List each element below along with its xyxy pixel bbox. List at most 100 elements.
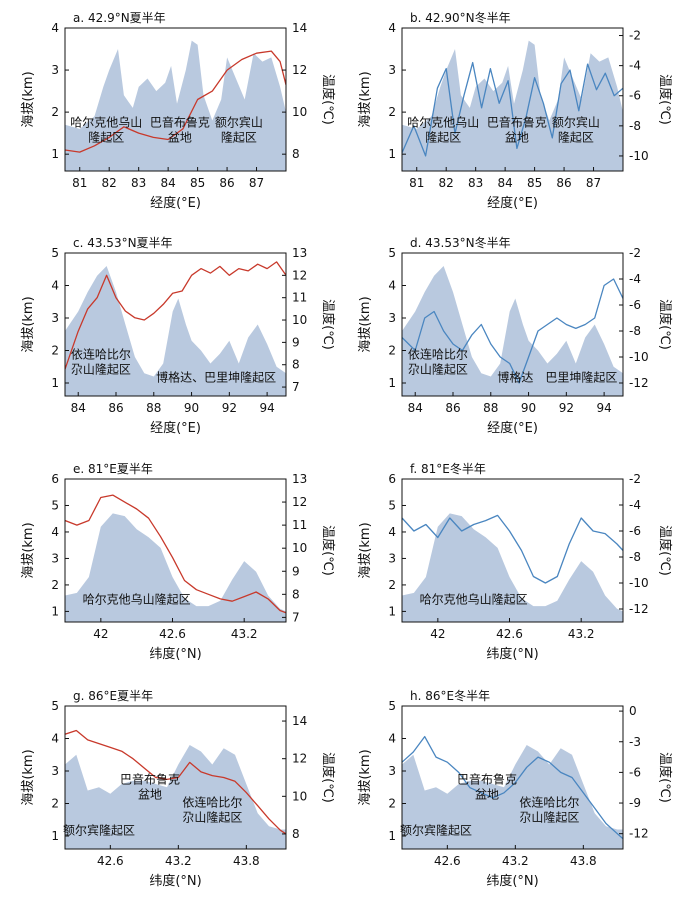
- plot-frame: [64, 478, 287, 623]
- region-annotation: 哈尔克他乌山: [70, 115, 142, 130]
- y-right-tick-label: 13: [292, 472, 307, 486]
- y-left-axis-label: 海拔(km): [21, 296, 36, 352]
- plot-frame: [64, 252, 287, 397]
- y-right-axis-label: 温度(℃): [320, 752, 336, 803]
- region-annotation: 盆地: [505, 131, 529, 145]
- region-annotation: 巴音布鲁克: [487, 115, 547, 130]
- y-right-tick-label: -12: [629, 602, 649, 616]
- x-tick-label: 83: [131, 176, 146, 190]
- y-left-tick-label: 1: [388, 829, 396, 843]
- panel-title: d. 43.53°N冬半年: [410, 235, 511, 250]
- x-tick-label: 82: [439, 176, 454, 190]
- chart-panel-h: 42.6 43.2 43.8 1 2 3 4 5 0 -3 -6 -9 -12 h. 86°E冬半年纬度(…: [358, 688, 673, 889]
- y-right-tick-label: -4: [629, 272, 641, 286]
- region-annotation: 尕山隆起区: [408, 361, 468, 376]
- y-left-tick-label: 1: [388, 604, 396, 618]
- x-tick-label: 84: [497, 176, 512, 190]
- x-tick-label: 42.6: [496, 627, 523, 641]
- x-tick-label: 43.2: [231, 627, 258, 641]
- x-tick-label: 86: [556, 176, 571, 190]
- panel-title: f. 81°E冬半年: [410, 461, 486, 476]
- x-tick-label: 42.6: [434, 854, 461, 868]
- y-right-tick-label: -6: [629, 89, 641, 103]
- y-right-tick-label: -10: [629, 576, 649, 590]
- y-right-tick-label: 8: [292, 147, 300, 161]
- panel-title: e. 81°E夏半年: [73, 462, 153, 476]
- plot-frame: [64, 705, 287, 850]
- temperature-line: [402, 735, 623, 840]
- x-tick-label: 42: [93, 627, 108, 641]
- y-left-tick-label: 1: [51, 604, 59, 618]
- y-right-tick-label: -4: [629, 59, 641, 73]
- y-right-tick-label: -6: [629, 298, 641, 312]
- x-axis-label: 经度(°E): [150, 195, 201, 211]
- terrain-area: [65, 266, 286, 396]
- temperature-line: [65, 494, 286, 614]
- panel-title: c. 43.53°N夏半年: [73, 236, 173, 250]
- x-tick-label: 85: [527, 176, 542, 190]
- x-tick-label: 43.2: [502, 854, 529, 868]
- x-tick-label: 90: [184, 401, 199, 415]
- region-annotation: 尕山隆起区: [182, 809, 242, 824]
- y-right-tick-label: -10: [629, 350, 649, 364]
- y-left-tick-label: 3: [388, 311, 396, 325]
- temperature-line: [402, 278, 623, 384]
- region-annotation: 隆起区: [88, 130, 124, 145]
- y-right-tick-label: -4: [629, 498, 641, 512]
- x-tick-label: 43.2: [165, 854, 192, 868]
- x-tick-label: 42: [430, 627, 445, 641]
- y-right-tick-label: -6: [629, 765, 641, 779]
- y-left-tick-label: 3: [51, 551, 59, 565]
- plot-frame: [401, 252, 624, 397]
- panel-title: h. 86°E冬半年: [410, 688, 490, 703]
- y-right-tick-label: -9: [629, 796, 641, 810]
- y-right-axis-label: 温度(℃): [320, 525, 336, 576]
- x-tick-label: 42.6: [97, 854, 124, 868]
- y-left-axis-label: 海拔(km): [21, 71, 36, 127]
- y-left-axis-label: 海拔(km): [21, 749, 36, 805]
- y-right-axis-label: 温度(℃): [657, 299, 673, 350]
- region-annotation: 隆起区: [558, 130, 594, 145]
- x-tick-label: 81: [409, 176, 424, 190]
- y-left-tick-label: 1: [51, 147, 59, 161]
- terrain-area: [402, 266, 623, 396]
- terrain-area: [402, 745, 623, 849]
- y-right-tick-label: -8: [629, 119, 641, 133]
- y-left-tick-label: 2: [51, 797, 59, 811]
- x-tick-label: 88: [483, 401, 498, 415]
- region-annotation: 博格达: [497, 369, 533, 384]
- y-right-tick-label: -8: [629, 550, 641, 564]
- y-right-axis-label: 温度(℃): [657, 525, 673, 576]
- y-left-tick-label: 2: [51, 344, 59, 358]
- y-left-tick-label: 2: [388, 578, 396, 592]
- terrain-area: [65, 40, 286, 171]
- x-axis-label: 经度(°E): [487, 195, 538, 211]
- y-left-tick-label: 3: [388, 63, 396, 77]
- y-left-tick-label: 4: [388, 21, 396, 35]
- x-tick-label: 94: [596, 401, 611, 415]
- y-left-axis-label: 海拔(km): [358, 71, 373, 127]
- y-left-tick-label: 2: [388, 105, 396, 119]
- chart-panel-d: 84 86 88 90 92 94 1 2 3 4 5 -2 -4 -6 -8 -10 -12 d. 43.53°…: [358, 235, 673, 436]
- y-left-tick-label: 4: [388, 279, 396, 293]
- x-axis-label: 纬度(°N): [149, 646, 201, 662]
- region-annotation: 依连哈比尔: [182, 794, 242, 809]
- y-right-tick-label: 7: [292, 380, 300, 394]
- y-right-tick-label: 10: [292, 313, 307, 327]
- temperature-line: [402, 61, 623, 157]
- region-annotation: 巴里坤隆起区: [545, 369, 617, 384]
- x-tick-label: 92: [222, 401, 237, 415]
- x-axis-label: 经度(°E): [487, 420, 538, 436]
- region-annotation: 依连哈比尔: [71, 346, 131, 361]
- region-annotation: 盆地: [475, 788, 499, 802]
- x-tick-label: 43.2: [568, 627, 595, 641]
- y-left-tick-label: 4: [388, 732, 396, 746]
- y-left-tick-label: 4: [51, 732, 59, 746]
- x-tick-label: 84: [71, 401, 86, 415]
- y-right-axis-label: 温度(℃): [320, 74, 336, 125]
- y-left-tick-label: 5: [388, 699, 396, 713]
- y-left-tick-label: 2: [388, 797, 396, 811]
